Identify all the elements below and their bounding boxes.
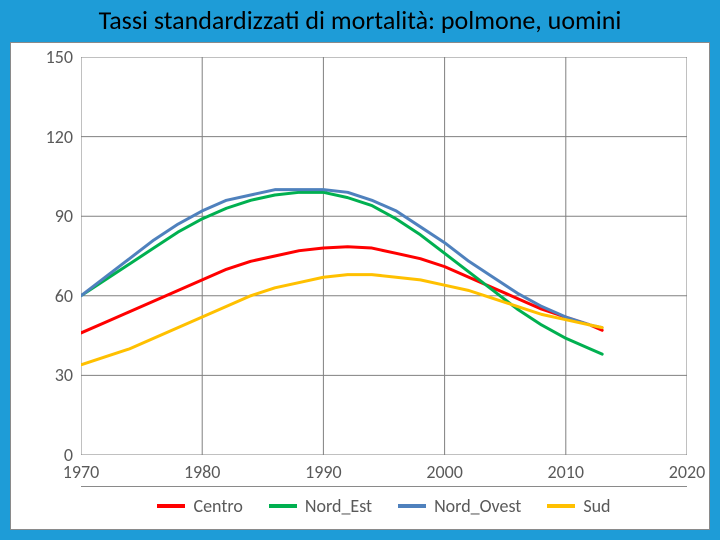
legend-item-Nord_Ovest: Nord_Ovest (398, 495, 521, 517)
x-tick-label: 1980 (184, 461, 221, 483)
slide: Tassi standardizzati di mortalità: polmo… (0, 0, 720, 540)
series-Nord_Ovest (81, 190, 602, 328)
chart-svg (81, 57, 687, 455)
y-tick-label: 120 (46, 126, 73, 148)
legend-swatch (269, 504, 297, 508)
x-tick-label: 1970 (63, 461, 100, 483)
y-tick-label: 30 (55, 364, 73, 386)
x-tick-label: 1990 (305, 461, 342, 483)
legend-item-Nord_Est: Nord_Est (269, 495, 372, 517)
legend-label: Nord_Ovest (434, 495, 521, 517)
y-tick-label: 150 (46, 46, 73, 68)
legend-swatch (547, 504, 575, 508)
x-tick-label: 2020 (669, 461, 706, 483)
legend-label: Sud (583, 495, 610, 517)
series-Sud (81, 275, 602, 365)
legend-swatch (157, 504, 185, 508)
legend-swatch (398, 504, 426, 508)
plot-area: 0306090120150 197019801990200020102020 (81, 57, 687, 455)
legend-label: Nord_Est (305, 495, 372, 517)
x-tick-label: 2000 (426, 461, 463, 483)
chart-title: Tassi standardizzati di mortalità: polmo… (0, 4, 720, 36)
y-tick-label: 90 (55, 205, 73, 227)
chart-panel: 0306090120150 197019801990200020102020 C… (10, 42, 710, 530)
legend-label: Centro (193, 495, 242, 517)
legend-item-Centro: Centro (157, 495, 242, 517)
legend-item-Sud: Sud (547, 495, 610, 517)
y-tick-label: 60 (55, 285, 73, 307)
x-tick-label: 2010 (548, 461, 585, 483)
legend: Centro Nord_Est Nord_Ovest Sud (81, 486, 687, 521)
series-Centro (81, 247, 602, 333)
